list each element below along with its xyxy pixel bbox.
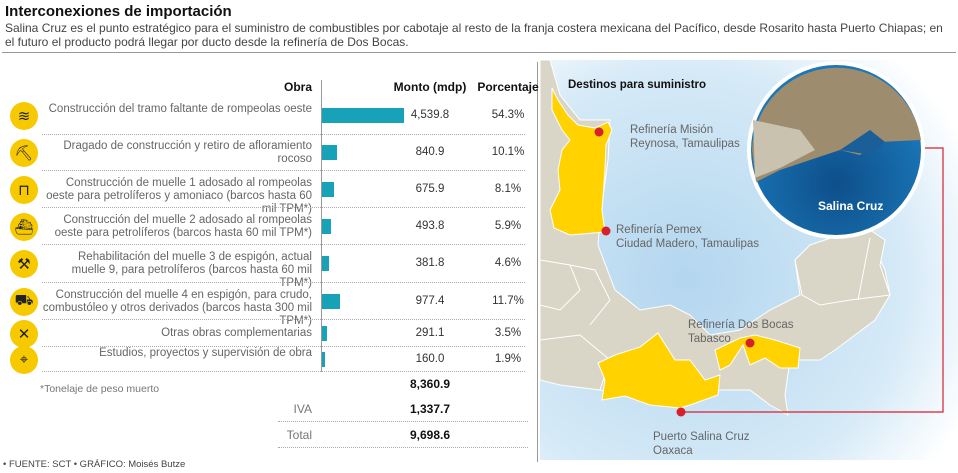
footnote: *Tonelaje de peso muerto <box>40 383 160 395</box>
porcentaje-value: 8.1% <box>494 182 522 195</box>
obra-label: Dragado de construcción y retiro de aflo… <box>63 140 312 165</box>
porcentaje-value: 11.7% <box>492 294 524 307</box>
monto-value: 381.8 <box>415 257 445 269</box>
source-credit: • FUENTE: SCT • GRÁFICO: Moisés Butze <box>3 459 186 470</box>
row-divider <box>42 319 525 320</box>
map-label-madero: Refinería Pemex Ciudad Madero, Tamaulipas <box>616 224 759 250</box>
iva-label: IVA <box>293 402 312 416</box>
row-divider <box>42 282 525 283</box>
table-row: ⌖ Estudios, proyectos y supervisión de ob… <box>0 345 530 374</box>
map-label-dos-bocas: Refinería Dos Bocas Tabasco <box>688 319 794 345</box>
divider <box>278 421 528 422</box>
row-divider <box>42 207 525 208</box>
ship-icon: ⛴ <box>10 212 38 241</box>
bar <box>322 218 331 234</box>
bar <box>322 256 329 271</box>
obra-label: Rehabilitación del muelle 3 de espigón, … <box>71 251 312 289</box>
porcentaje-value: 10.1% <box>491 146 525 158</box>
row-divider <box>42 244 525 245</box>
porcentaje-value: 3.5% <box>494 326 522 339</box>
monto-value: 4,539.8 <box>410 109 450 121</box>
table-row: ⚒ Rehabilitación del muelle 3 de espigón,… <box>0 245 530 289</box>
header-obra: Obra <box>283 80 312 94</box>
marker-dos-bocas <box>745 338 755 348</box>
monto-value: 160.0 <box>415 352 445 365</box>
state-tabasco <box>714 334 801 371</box>
marker-madero <box>601 226 611 236</box>
monto-value: 977.4 <box>415 294 445 307</box>
row-divider <box>42 134 525 135</box>
monto-value: 675.9 <box>415 182 445 195</box>
subtitle: Salina Cruz es el punto estratégico para… <box>5 21 943 49</box>
bar <box>322 108 404 123</box>
inset-photo <box>747 61 925 239</box>
divider <box>537 62 538 462</box>
tools-icon: ✕ <box>10 319 38 348</box>
monto-value: 291.1 <box>415 326 445 339</box>
state-oaxaca <box>597 332 721 409</box>
inset-label: Salina Cruz <box>818 199 884 213</box>
table-row: ✕ Otras obras complementarias 291.1 3.5% <box>0 319 530 348</box>
obra-label: Construcción del tramo faltante de rompe… <box>48 103 312 115</box>
divider <box>278 447 528 448</box>
subtotal-value: 8,360.9 <box>409 377 451 391</box>
obra-label: Estudios, proyectos y supervisión de obr… <box>99 346 312 359</box>
table-row: ⛴ Construcción del muelle 2 adosado al ro… <box>0 208 530 245</box>
header-monto: Monto (mdp) <box>393 80 467 94</box>
total-label: Total <box>286 428 312 442</box>
table-row: ⛏ Dragado de construcción y retiro de afl… <box>0 135 530 171</box>
marker-reynosa <box>594 127 604 137</box>
bar <box>322 181 335 197</box>
monto-value: 493.8 <box>415 219 445 232</box>
breakwater-wave-icon: ≋ <box>10 102 38 130</box>
row-divider <box>42 170 525 171</box>
monto-value: 840.9 <box>415 146 445 158</box>
bar-axis <box>321 80 322 372</box>
obra-label: Otras obras complementarias <box>161 326 312 339</box>
row-divider <box>42 371 525 372</box>
divider <box>2 52 956 53</box>
header-porcentaje: Porcentaje <box>477 80 539 94</box>
porcentaje-value: 1.9% <box>494 352 522 365</box>
porcentaje-value: 54.3% <box>491 109 525 121</box>
map-title: Destinos para suministro <box>568 79 707 91</box>
obra-label: Construcción del muelle 4 en espigón, pa… <box>42 288 312 327</box>
dredging-icon: ⛏ <box>10 139 38 167</box>
obra-label: Construcción de muelle 1 adosado al romp… <box>46 176 312 215</box>
row-divider <box>42 346 525 347</box>
bar <box>322 145 338 160</box>
location-markers <box>594 127 755 417</box>
page-title: Interconexiones de importación <box>5 3 232 20</box>
total-value: 9,698.6 <box>409 428 451 442</box>
bar <box>322 351 325 367</box>
bar <box>322 325 328 341</box>
table-row: ⊓ Construcción de muelle 1 adosado al rom… <box>0 171 530 215</box>
map-label-reynosa: Refinería Misión Reynosa, Tamaulipas <box>630 124 740 150</box>
bar <box>322 293 340 309</box>
connector-line <box>681 147 944 413</box>
obra-label: Construcción del muelle 2 adosado al rom… <box>54 213 312 239</box>
porcentaje-value: 5.9% <box>494 219 522 232</box>
table-row: ⛟ Construcción del muelle 4 en espigón, p… <box>0 283 530 327</box>
table-row: ≋ Construcción del tramo faltante de romp… <box>0 97 530 135</box>
map-label-salina-cruz: Puerto Salina Cruz Oaxaca <box>653 431 750 457</box>
map <box>540 60 958 460</box>
map-study-icon: ⌖ <box>10 345 38 374</box>
pier-icon: ⊓ <box>10 175 38 204</box>
iva-value: 1,337.7 <box>409 402 451 416</box>
porcentaje-value: 4.6% <box>494 257 522 269</box>
crane-icon: ⚒ <box>10 250 38 278</box>
tanker-icon: ⛟ <box>10 287 38 316</box>
